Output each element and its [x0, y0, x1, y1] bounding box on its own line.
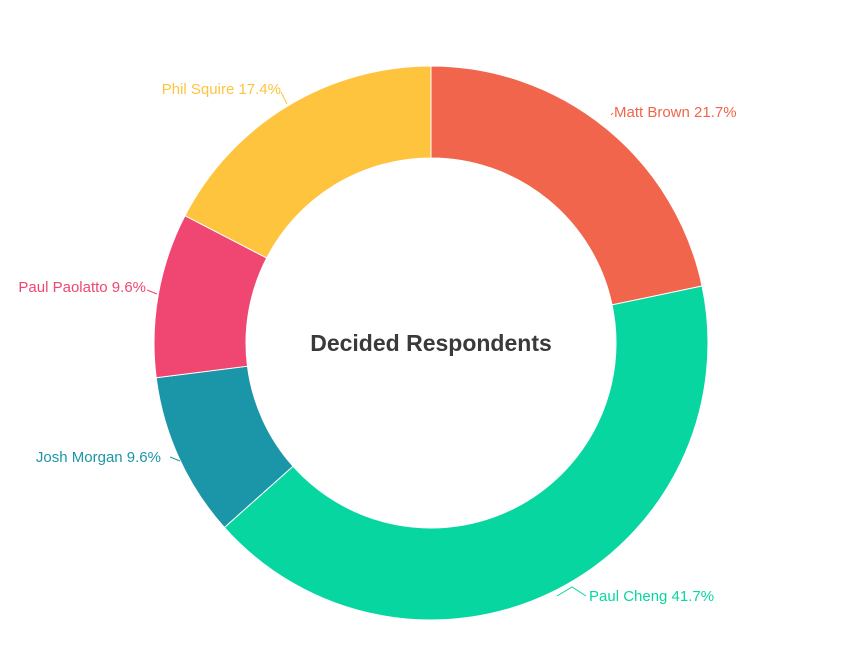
slice-label-matt-brown: Matt Brown 21.7%: [614, 104, 737, 121]
slice-label-paul-cheng: Paul Cheng 41.7%: [589, 588, 714, 605]
leader-line-phil-squire: [280, 91, 288, 105]
labels-layer: Matt Brown 21.7% Paul Cheng 41.7% Josh Mor…: [18, 81, 736, 605]
leaders-layer: [146, 91, 614, 597]
chart-title: Decided Respondents: [310, 330, 552, 356]
leader-line-paul-cheng: [556, 586, 587, 597]
slices-layer: [153, 65, 709, 621]
slice-paul-cheng[interactable]: [223, 285, 709, 621]
leader-line-matt-brown: [610, 112, 614, 116]
slice-label-josh-morgan: Josh Morgan 9.6%: [36, 449, 161, 466]
slice-label-paul-paolatto: Paul Paolatto 9.6%: [18, 279, 146, 296]
slice-matt-brown[interactable]: [430, 65, 703, 306]
slice-phil-squire[interactable]: [184, 65, 432, 259]
leader-line-josh-morgan: [169, 456, 181, 462]
leader-line-paul-paolatto: [146, 289, 158, 295]
slice-label-phil-squire: Phil Squire 17.4%: [162, 81, 281, 98]
